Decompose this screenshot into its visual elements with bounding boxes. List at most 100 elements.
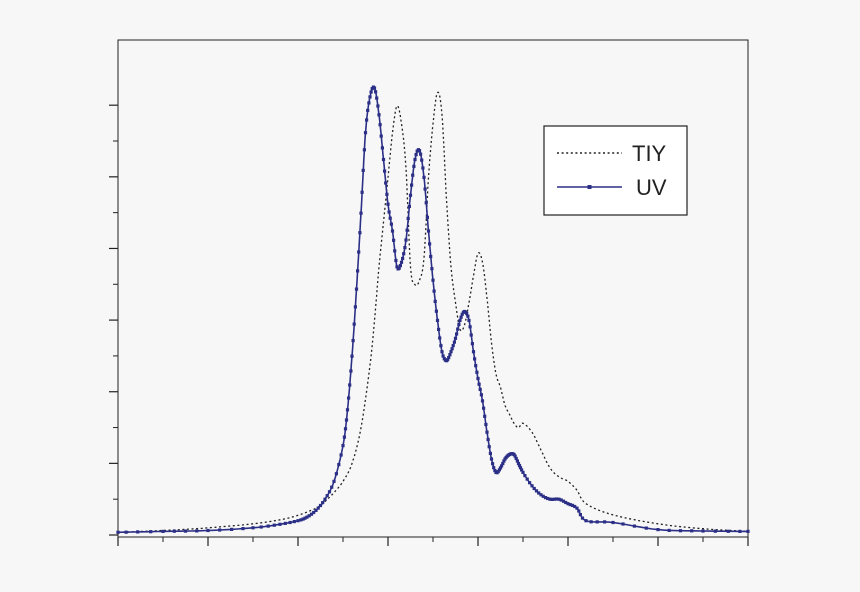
data-point bbox=[485, 430, 489, 434]
data-point bbox=[738, 529, 742, 533]
data-point bbox=[469, 333, 473, 337]
data-point bbox=[516, 461, 521, 466]
data-point bbox=[366, 108, 370, 112]
data-point bbox=[386, 202, 390, 206]
data-point bbox=[149, 530, 153, 534]
data-point bbox=[230, 527, 234, 531]
data-point bbox=[363, 131, 368, 135]
data-point bbox=[288, 520, 292, 525]
data-point bbox=[656, 528, 660, 532]
data-point bbox=[325, 494, 329, 498]
plot-area bbox=[117, 39, 749, 538]
data-point bbox=[470, 342, 474, 346]
data-point bbox=[352, 322, 356, 326]
data-point bbox=[401, 256, 405, 261]
data-point bbox=[362, 148, 366, 152]
data-point bbox=[541, 494, 545, 498]
data-point bbox=[337, 463, 341, 467]
data-point bbox=[296, 519, 300, 523]
data-point bbox=[405, 228, 409, 232]
data-point bbox=[667, 528, 671, 532]
data-point bbox=[259, 525, 263, 529]
data-point bbox=[530, 484, 534, 488]
data-point bbox=[580, 516, 585, 520]
data-point bbox=[195, 529, 199, 533]
data-point bbox=[353, 305, 357, 309]
data-point bbox=[399, 260, 404, 264]
data-point bbox=[206, 528, 210, 533]
data-point bbox=[419, 152, 423, 156]
data-point bbox=[575, 506, 579, 510]
data-point bbox=[334, 472, 338, 476]
data-point bbox=[584, 519, 588, 523]
data-point bbox=[357, 250, 361, 254]
data-point bbox=[632, 524, 636, 528]
data-point bbox=[343, 427, 348, 431]
data-point bbox=[413, 157, 417, 162]
data-point bbox=[528, 481, 532, 485]
data-point bbox=[471, 350, 476, 354]
data-point bbox=[466, 314, 470, 318]
data-point bbox=[611, 520, 615, 525]
data-point bbox=[589, 520, 593, 524]
data-point bbox=[447, 356, 451, 360]
data-point bbox=[431, 278, 435, 282]
data-point bbox=[323, 497, 327, 501]
data-point bbox=[266, 524, 270, 528]
data-point bbox=[347, 396, 351, 400]
data-point bbox=[492, 466, 496, 470]
data-point bbox=[314, 508, 318, 512]
data-point bbox=[398, 264, 402, 268]
data-point bbox=[458, 318, 462, 322]
data-point bbox=[411, 173, 415, 177]
data-point bbox=[327, 490, 332, 494]
data-point bbox=[422, 175, 426, 179]
data-point bbox=[548, 497, 552, 501]
data-point bbox=[489, 457, 494, 461]
data-point bbox=[501, 461, 505, 466]
data-point bbox=[368, 95, 372, 99]
data-point bbox=[136, 530, 140, 534]
data-point bbox=[393, 249, 397, 253]
data-point bbox=[394, 258, 398, 263]
legend: TIY UV bbox=[543, 125, 688, 216]
data-point bbox=[350, 354, 354, 358]
data-point bbox=[381, 157, 386, 162]
data-point bbox=[468, 325, 472, 329]
data-point bbox=[356, 269, 360, 273]
data-point bbox=[161, 529, 165, 533]
legend-label-uv: UV bbox=[636, 175, 667, 200]
data-point bbox=[480, 399, 485, 403]
data-point bbox=[403, 246, 407, 250]
data-point bbox=[437, 327, 441, 331]
data-point bbox=[406, 216, 410, 221]
legend-marker-uv bbox=[587, 185, 592, 189]
data-point bbox=[344, 418, 349, 422]
data-point bbox=[283, 521, 287, 525]
data-point bbox=[432, 289, 436, 293]
data-point bbox=[525, 477, 529, 481]
data-point bbox=[488, 451, 492, 455]
data-point bbox=[428, 242, 432, 246]
series-markers-uv bbox=[116, 85, 750, 534]
data-point bbox=[701, 529, 705, 533]
data-point bbox=[440, 350, 444, 354]
data-point bbox=[410, 183, 414, 187]
data-point bbox=[407, 204, 411, 208]
data-point bbox=[251, 526, 255, 530]
data-point bbox=[349, 369, 353, 373]
data-point bbox=[438, 336, 442, 340]
data-point bbox=[482, 406, 486, 410]
data-point bbox=[424, 201, 428, 205]
data-point bbox=[376, 104, 380, 108]
data-point bbox=[434, 309, 438, 313]
data-point bbox=[644, 526, 648, 530]
data-point bbox=[450, 347, 454, 351]
data-point bbox=[552, 497, 557, 501]
data-point bbox=[570, 503, 575, 507]
data-point bbox=[332, 479, 336, 483]
data-point bbox=[459, 315, 463, 319]
data-point bbox=[690, 529, 694, 533]
data-point bbox=[500, 464, 504, 468]
